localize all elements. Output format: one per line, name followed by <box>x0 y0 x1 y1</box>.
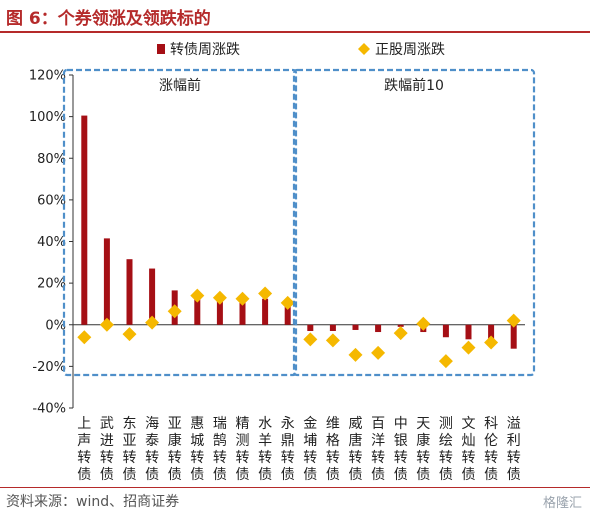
bar-3 <box>126 259 133 325</box>
x-tick-label: 海泰转债 <box>145 416 159 483</box>
x-tick-label: 永鼎转债 <box>281 416 295 483</box>
bar-6 <box>194 294 201 325</box>
marker-2 <box>99 317 114 332</box>
marker-19 <box>484 335 499 350</box>
y-tick-label: 60% <box>37 193 66 208</box>
marker-9 <box>258 286 273 301</box>
bar-18 <box>465 324 472 340</box>
x-tick-label: 东亚转债 <box>123 416 137 483</box>
marker-20 <box>506 313 521 328</box>
marker-7 <box>212 290 227 305</box>
watermark: 格隆汇 <box>542 496 582 511</box>
marker-18 <box>461 340 476 355</box>
bar-14 <box>375 324 382 333</box>
x-tick-label: 科伦转债 <box>484 416 498 483</box>
legend-bar-swatch <box>157 44 165 54</box>
y-tick-label: 80% <box>37 152 66 167</box>
bar-1 <box>81 115 88 325</box>
bar-2 <box>103 238 110 325</box>
x-tick-label: 金埔转债 <box>303 416 317 483</box>
marker-11 <box>303 332 318 347</box>
marker-13 <box>348 347 363 362</box>
marker-10 <box>280 295 295 310</box>
x-tick-label: 瑞鹄转债 <box>213 416 227 483</box>
bar-13 <box>352 324 359 330</box>
group-box-1 <box>62 68 298 377</box>
bar-17 <box>442 324 449 338</box>
bar-8 <box>239 297 246 325</box>
x-tick-label: 亚康转债 <box>168 416 182 483</box>
figure-title: 图 6：个券领涨及领跌标的 <box>6 9 211 29</box>
marker-1 <box>77 330 92 345</box>
marker-12 <box>325 333 340 348</box>
source-note: 资料来源：wind、招商证券 <box>6 494 180 510</box>
x-tick-label: 维格转债 <box>326 416 340 483</box>
x-tick-label: 惠城转债 <box>190 416 204 483</box>
bar-4 <box>149 268 156 325</box>
title-divider <box>0 31 590 33</box>
bar-11 <box>307 324 314 331</box>
legend-bar-label: 转债周涨跌 <box>170 42 240 58</box>
bar-9 <box>262 298 269 325</box>
bar-15 <box>397 324 404 327</box>
legend-marker-swatch <box>358 43 370 55</box>
marker-6 <box>190 288 205 303</box>
y-tick-label: 40% <box>37 235 66 250</box>
y-tick-label: 20% <box>37 277 66 292</box>
x-tick-label: 精测转债 <box>236 416 250 483</box>
x-tick-label: 溢利转债 <box>507 416 521 483</box>
y-tick-label: 0% <box>45 318 66 333</box>
marker-16 <box>416 316 431 331</box>
y-tick-label: 100% <box>29 110 66 125</box>
footer-divider <box>0 487 590 488</box>
bar-20 <box>510 324 517 349</box>
x-tick-label: 百洋转债 <box>371 416 385 483</box>
x-tick-label: 水羊转债 <box>258 416 272 483</box>
group-label: 跌幅前10 <box>384 77 444 94</box>
y-tick-label: -20% <box>32 360 66 375</box>
x-tick-label: 测绘转债 <box>439 416 453 483</box>
bar-10 <box>284 299 291 325</box>
x-tick-label: 文灿转债 <box>462 416 476 483</box>
x-tick-label: 天康转债 <box>416 416 430 483</box>
marker-3 <box>122 327 137 342</box>
x-tick-label: 威唐转债 <box>349 416 363 483</box>
legend-marker-label: 正股周涨跌 <box>375 42 445 58</box>
y-tick-label: 120% <box>29 69 66 84</box>
x-tick-label: 上声转债 <box>77 416 91 483</box>
marker-17 <box>438 354 453 369</box>
y-tick-label: -40% <box>32 402 66 417</box>
marker-4 <box>145 315 160 330</box>
marker-5 <box>167 304 182 319</box>
marker-8 <box>235 291 250 306</box>
marker-14 <box>371 345 386 360</box>
bar-19 <box>488 324 495 340</box>
marker-15 <box>393 326 408 341</box>
group-box-2 <box>292 68 536 377</box>
bar-12 <box>329 324 336 331</box>
x-tick-label: 武进转债 <box>100 416 114 483</box>
group-label: 涨幅前 <box>159 77 201 94</box>
chart: -40% -20% 0% 20% 40% 60% 80% 100% 120% 上声转债武进转债东… <box>29 42 536 483</box>
bar-7 <box>216 297 223 325</box>
x-tick-label: 中银转债 <box>394 416 408 483</box>
